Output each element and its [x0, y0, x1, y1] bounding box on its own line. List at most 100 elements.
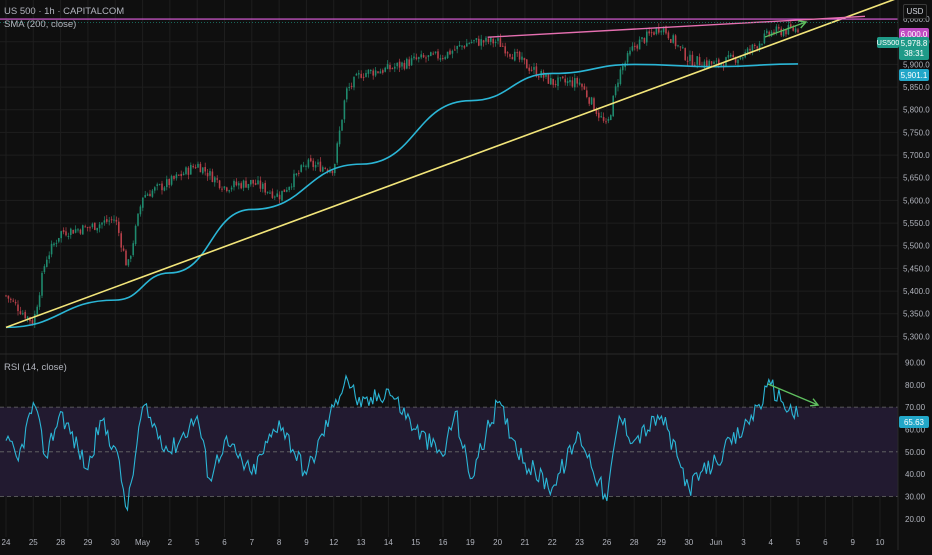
candle-body	[530, 69, 533, 71]
candle-body	[307, 159, 310, 168]
price-divergence-arrow[interactable]	[764, 20, 808, 38]
candle-body	[218, 180, 221, 189]
candle-body	[437, 51, 439, 59]
candle-body	[274, 196, 276, 198]
rsi-axis[interactable]: 90.00 80.00 70.00 60.00 50.00 40.00 30.00 20.00	[905, 358, 926, 523]
candle-body	[691, 54, 694, 66]
candle-body	[302, 165, 305, 167]
candle-body	[694, 64, 696, 66]
rsi-legend[interactable]: RSI (14, close)	[4, 362, 67, 373]
candle-body	[250, 179, 252, 185]
price-tick-label: 5,350.0	[903, 310, 930, 319]
candle-body	[679, 46, 682, 48]
currency-button[interactable]: USD	[903, 4, 927, 19]
candle-body	[458, 45, 461, 47]
rsi-divergence-arrow[interactable]	[767, 383, 820, 407]
candle-body	[362, 76, 365, 78]
candle-body	[418, 57, 420, 59]
candle-body	[706, 60, 708, 67]
time-tick-label: 14	[384, 538, 393, 547]
candle-body	[34, 313, 36, 326]
sma-legend[interactable]: SMA (200, close)	[4, 19, 77, 30]
candle-body	[518, 51, 521, 60]
time-tick-label: 19	[466, 538, 475, 547]
time-tick-label: 28	[630, 538, 639, 547]
candle-body	[504, 46, 506, 54]
candle-body	[12, 300, 14, 302]
candle-body	[319, 161, 322, 172]
rsi-tick-label: 90.00	[905, 358, 926, 367]
channel-top-line[interactable]	[487, 15, 866, 38]
time-tick-label: 28	[56, 538, 65, 547]
candle-body	[161, 183, 163, 191]
candle-body	[792, 27, 794, 31]
candle-body	[667, 32, 670, 39]
candle-body	[79, 229, 82, 234]
candle-body	[91, 223, 94, 228]
candle-body	[547, 73, 550, 84]
time-axis[interactable]: 24 25 28 29 30 May 2 5 6 7 8 9 12 13 14 15 16 19 20 21 22 23 2…	[2, 538, 885, 547]
price-axis[interactable]: 6,000.05,950.05,900.05,850.05,800.05,750…	[903, 15, 930, 341]
candle-body	[233, 180, 235, 188]
candle-body	[682, 47, 684, 49]
candle-body	[646, 31, 648, 43]
candle-body	[756, 46, 758, 49]
candle-body	[166, 179, 168, 188]
candle-body	[41, 272, 43, 296]
candle-body	[766, 30, 768, 34]
price-tick-label: 5,300.0	[903, 332, 930, 341]
symbol-tag-text: US500	[877, 38, 900, 47]
price-tick-label: 5,800.0	[903, 106, 930, 115]
candle-body	[526, 59, 528, 69]
symbol-title[interactable]: US 500 · 1h · CAPITALCOM	[4, 6, 125, 17]
candle-body	[559, 77, 562, 79]
candle-body	[593, 98, 595, 111]
candle-body	[754, 44, 756, 47]
candle-body	[610, 115, 612, 121]
candle-body	[643, 37, 646, 43]
candle-body	[300, 165, 302, 172]
candle-body	[528, 67, 530, 71]
candle-body	[84, 226, 86, 228]
time-tick-label: 6	[222, 538, 227, 547]
candle-body	[314, 164, 317, 168]
candle-body	[108, 220, 110, 222]
candle-body	[182, 173, 185, 176]
candle-body	[113, 219, 115, 221]
candle-body	[194, 167, 197, 169]
candle-body	[696, 56, 698, 65]
rsi-tick-label: 30.00	[905, 492, 926, 501]
candle-body	[137, 213, 139, 226]
candle-body	[221, 188, 223, 190]
candle-body	[619, 69, 622, 84]
candle-body	[58, 237, 60, 242]
candle-body	[751, 44, 754, 51]
time-tick-label: 21	[520, 538, 529, 547]
candle-body	[545, 73, 547, 77]
candle-body	[223, 186, 226, 189]
ascending-trendline[interactable]	[5, 0, 898, 329]
candle-body	[62, 230, 65, 233]
time-tick-label: 4	[769, 538, 774, 547]
candle-body	[638, 39, 641, 50]
candle-body	[778, 27, 780, 29]
candle-body	[235, 181, 238, 186]
legend-panel: US 500 · 1h · CAPITALCOM SMA (200, close…	[4, 5, 124, 31]
candle-body	[377, 71, 379, 73]
candle-body	[266, 191, 269, 193]
candle-body	[38, 295, 41, 307]
price-tick-label: 5,850.0	[903, 83, 930, 92]
candle-body	[408, 59, 410, 66]
candle-body	[576, 77, 578, 84]
rsi-band-lines	[0, 406, 898, 497]
price-tick-label: 5,450.0	[903, 264, 930, 273]
candle-body	[118, 221, 120, 233]
candle-body	[278, 194, 281, 200]
time-tick-label: 24	[2, 538, 11, 547]
candle-body	[295, 173, 298, 176]
price-tick-label: 5,650.0	[903, 174, 930, 183]
candle-body	[758, 43, 761, 49]
candle-body	[415, 57, 418, 60]
